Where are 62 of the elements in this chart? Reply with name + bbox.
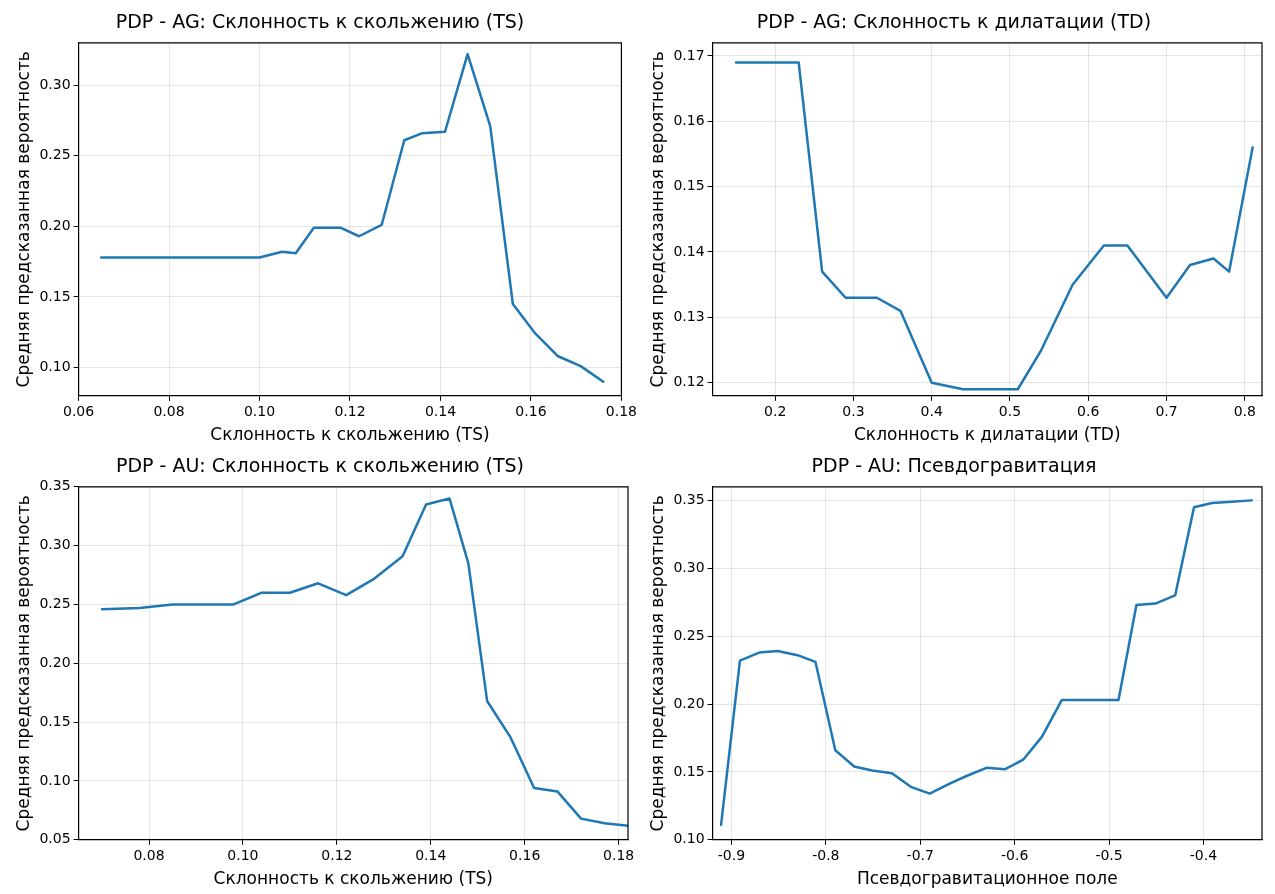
y-tick-label: 0.15 bbox=[673, 762, 705, 779]
x-tick-label: 0.3 bbox=[842, 402, 865, 419]
y-tick-label: 0.15 bbox=[673, 177, 705, 194]
y-tick-label: 0.10 bbox=[39, 771, 71, 788]
y-tick-label: 0.14 bbox=[673, 242, 705, 259]
y-axis-title: Средняя предсказанная вероятность bbox=[646, 51, 667, 388]
y-tick-label: 0.12 bbox=[673, 373, 705, 390]
y-tick-label: 0.35 bbox=[39, 477, 71, 494]
x-tick-label: 0.12 bbox=[321, 846, 353, 863]
x-tick-label: 0.14 bbox=[424, 402, 457, 419]
x-tick-label: -0.5 bbox=[1095, 846, 1123, 863]
y-tick-label: 0.05 bbox=[39, 830, 71, 847]
y-tick-label: 0.10 bbox=[673, 830, 705, 847]
x-tick-label: -0.4 bbox=[1189, 846, 1218, 863]
x-tick-label: 0.7 bbox=[1155, 402, 1178, 419]
x-tick-label: 0.5 bbox=[998, 402, 1022, 419]
y-tick-label: 0.30 bbox=[39, 75, 71, 92]
x-tick-label: -0.9 bbox=[717, 846, 746, 863]
y-tick-label: 0.10 bbox=[39, 358, 71, 375]
y-axis-title: Средняя предсказанная вероятность bbox=[646, 495, 667, 832]
x-axis-title: Псевдогравитационное поле bbox=[856, 868, 1118, 889]
x-axis-title: Склонность к скольжению (TS) bbox=[210, 424, 490, 445]
y-tick-label: 0.13 bbox=[673, 308, 705, 324]
x-tick-label: -0.7 bbox=[906, 846, 934, 863]
chart-title: PDP - AU: Склонность к скольжению (TS) bbox=[115, 454, 525, 477]
chart-title: PDP - AG: Склонность к скольжению (TS) bbox=[115, 10, 525, 33]
x-axis-title: Склонность к дилатации (TD) bbox=[853, 424, 1121, 445]
chart-title: PDP - AU: Псевдогравитация bbox=[811, 454, 1097, 477]
x-tick-label: 0.6 bbox=[1077, 402, 1100, 419]
y-tick-label: 0.25 bbox=[673, 626, 705, 643]
x-tick-label: 0.16 bbox=[509, 846, 541, 863]
y-tick-label: 0.15 bbox=[39, 287, 71, 304]
y-axis-title: Средняя предсказанная вероятность bbox=[12, 495, 33, 832]
y-tick-label: 0.25 bbox=[39, 146, 71, 163]
chart-title: PDP - AG: Склонность к дилатации (TD) bbox=[756, 10, 1152, 33]
y-tick-label: 0.15 bbox=[39, 712, 71, 729]
y-tick-label: 0.35 bbox=[673, 491, 705, 508]
x-tick-label: 0.08 bbox=[153, 402, 185, 419]
x-tick-label: 0.14 bbox=[415, 846, 447, 863]
y-tick-label: 0.20 bbox=[39, 217, 71, 233]
y-tick-label: 0.16 bbox=[673, 111, 705, 128]
y-tick-label: 0.25 bbox=[39, 595, 71, 612]
x-tick-label: 0.16 bbox=[515, 402, 547, 419]
y-tick-label: 0.30 bbox=[673, 558, 705, 575]
x-tick-label: 0.18 bbox=[605, 402, 637, 419]
x-tick-label: 0.2 bbox=[764, 402, 787, 419]
x-tick-label: 0.08 bbox=[133, 846, 165, 863]
y-tick-label: 0.20 bbox=[673, 694, 705, 711]
y-tick-label: 0.20 bbox=[39, 653, 71, 670]
x-axis-title: Склонность к скольжению (TS) bbox=[213, 868, 493, 889]
x-tick-label: -0.8 bbox=[812, 846, 840, 863]
x-tick-label: 0.12 bbox=[334, 402, 366, 419]
y-tick-label: 0.30 bbox=[39, 536, 71, 553]
x-tick-label: 0.06 bbox=[62, 402, 95, 419]
x-tick-label: -0.6 bbox=[1001, 846, 1029, 863]
y-axis-title: Средняя предсказанная вероятность bbox=[12, 51, 33, 388]
x-tick-label: 0.10 bbox=[243, 402, 276, 419]
x-tick-label: 0.8 bbox=[1233, 402, 1256, 419]
x-tick-label: 0.10 bbox=[227, 846, 259, 863]
x-tick-label: 0.18 bbox=[603, 846, 635, 863]
x-tick-label: 0.4 bbox=[920, 402, 943, 419]
y-tick-label: 0.17 bbox=[673, 46, 705, 63]
